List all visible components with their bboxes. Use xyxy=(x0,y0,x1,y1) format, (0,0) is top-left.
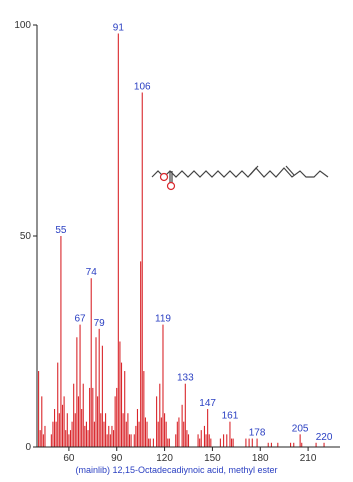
peak-label-55: 55 xyxy=(55,225,67,236)
spectrum-caption: (mainlib) 12,15-Octadecadiynoic acid, me… xyxy=(75,465,278,475)
peak-label-74: 74 xyxy=(86,267,98,278)
triple-bond-line-1 xyxy=(249,165,259,176)
molecule-backbone xyxy=(151,167,329,178)
triple-bond-line-2 xyxy=(285,165,295,176)
peak-label-119: 119 xyxy=(155,314,171,325)
x-tick-label-90: 90 xyxy=(111,453,123,464)
peak-label-67: 67 xyxy=(74,314,86,325)
peak-label-91: 91 xyxy=(113,22,125,33)
x-tick-label-210: 210 xyxy=(300,453,317,464)
x-tick-label-180: 180 xyxy=(252,453,269,464)
x-tick-label-150: 150 xyxy=(204,453,221,464)
peak-label-205: 205 xyxy=(292,423,309,434)
peak-label-79: 79 xyxy=(94,318,106,329)
peak-label-220: 220 xyxy=(316,432,333,443)
molecule-structure xyxy=(151,165,329,191)
peak-label-133: 133 xyxy=(177,373,194,384)
peak-bars xyxy=(38,33,325,447)
peak-labels: 55 67 74 79 91 106 119 133 147 161 178 205 220 xyxy=(55,22,332,442)
peak-label-161: 161 xyxy=(222,411,239,422)
peak-label-178: 178 xyxy=(249,428,266,439)
y-tick-label-50: 50 xyxy=(20,231,32,242)
ester-oxygen-atom xyxy=(159,172,169,182)
x-ticks: 60 90 120 150 180 210 xyxy=(63,447,317,464)
peak-label-106: 106 xyxy=(134,82,151,93)
y-ticks: 0 50 100 xyxy=(14,20,37,453)
x-tick-label-60: 60 xyxy=(63,453,75,464)
peak-label-147: 147 xyxy=(199,398,216,409)
y-tick-label-0: 0 xyxy=(25,442,31,453)
x-tick-label-120: 120 xyxy=(156,453,173,464)
y-tick-label-100: 100 xyxy=(14,20,31,31)
carbonyl-oxygen-atom xyxy=(166,181,176,191)
